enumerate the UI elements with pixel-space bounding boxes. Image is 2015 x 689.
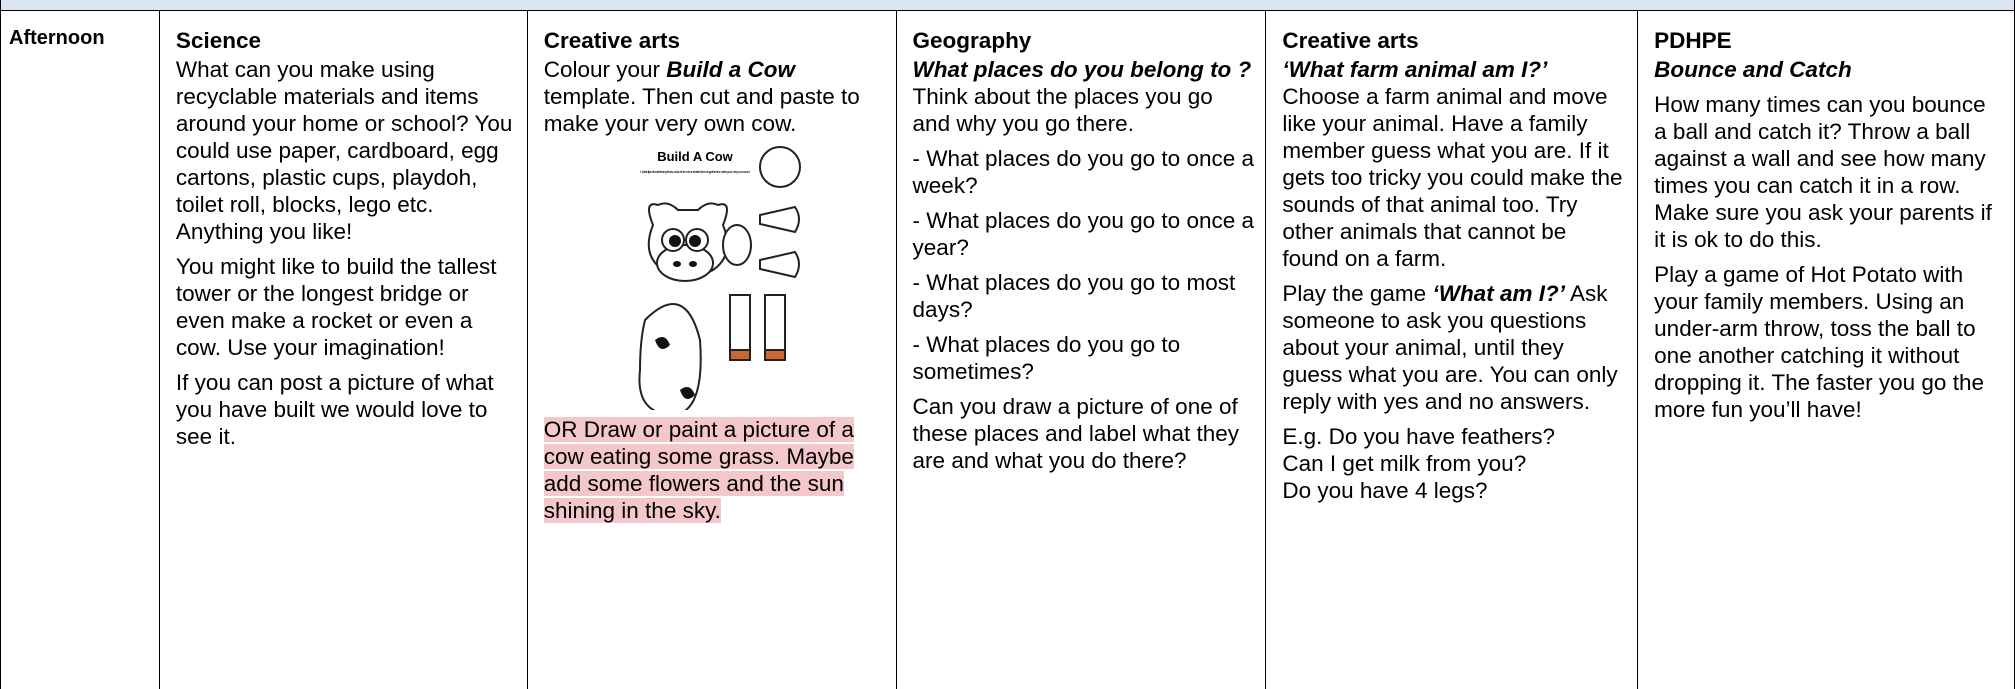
subject-title: Creative arts bbox=[1282, 28, 1419, 53]
paragraph: - What places do you go to most days? bbox=[913, 269, 1256, 323]
emphasis: ‘What am I?’ bbox=[1432, 281, 1565, 306]
activity-cell: Creative arts ‘What farm animal am I?’ Ch… bbox=[1266, 11, 1639, 689]
figure-caption: Carefully cut out these pieces, colour t… bbox=[640, 169, 750, 174]
subject-title: Geography bbox=[912, 28, 1032, 53]
activity-cell: Geography What places do you belong to ? … bbox=[897, 11, 1267, 689]
subject-title: PDHPE bbox=[1654, 28, 1732, 53]
text-run: You might like to build the tallest towe… bbox=[175, 254, 497, 360]
paragraph: If you can post a picture of what you ha… bbox=[176, 369, 517, 450]
activity-cell: Science What can you make using recyclabl… bbox=[160, 11, 528, 689]
emphasis: ‘What farm animal am I?’ bbox=[1282, 57, 1548, 82]
paragraph: - What places do you go to once a year? bbox=[913, 207, 1256, 261]
text-run: template. Then cut and paste to make you… bbox=[543, 84, 860, 136]
highlighted-text: OR Draw or paint a picture of a cow eati… bbox=[543, 417, 854, 523]
emphasis: Bounce and Catch bbox=[1654, 57, 1852, 82]
paragraph: Colour your Build a Cow template. Then c… bbox=[544, 56, 886, 137]
paragraph: You might like to build the tallest towe… bbox=[176, 253, 517, 361]
text-run: Can you draw a picture of one of these p… bbox=[912, 394, 1240, 473]
paragraph: What places do you belong to ? Think abo… bbox=[913, 56, 1256, 137]
text-run: - What places do you go to sometimes? bbox=[912, 332, 1181, 384]
text-run: Colour your bbox=[543, 57, 667, 82]
activity-cell: Creative arts Colour your Build a Cow tem… bbox=[528, 11, 897, 689]
subject-title: Science bbox=[175, 28, 261, 53]
text-run: Ask someone to ask you questions about y… bbox=[1282, 281, 1618, 414]
emphasis: Build a Cow bbox=[666, 57, 796, 82]
emphasis: What places do you belong to ? bbox=[912, 57, 1252, 82]
paragraph: Bounce and Catch bbox=[1654, 56, 2004, 83]
text-run: - What places do you go to once a week? bbox=[912, 146, 1255, 198]
text-run: Choose a farm animal and move like your … bbox=[1282, 84, 1623, 271]
paragraph: OR Draw or paint a picture of a cow eati… bbox=[543, 416, 886, 524]
paragraph: - What places do you go to sometimes? bbox=[913, 331, 1256, 385]
text-run: Play the game bbox=[1282, 281, 1433, 306]
paragraph: How many times can you bounce a ball and… bbox=[1654, 91, 2004, 253]
paragraph: - What places do you go to once a week? bbox=[913, 145, 1256, 199]
text-run: Play a game of Hot Potato with your fami… bbox=[1654, 262, 1984, 422]
text-run: - What places do you go to most days? bbox=[912, 270, 1236, 322]
text-run: OR Draw or paint a picture of a cow eati… bbox=[543, 417, 854, 523]
row-label: Afternoon bbox=[1, 11, 160, 689]
text-run: How many times can you bounce a ball and… bbox=[1654, 92, 1992, 252]
paragraph: Play the game ‘What am I?’ Ask someone t… bbox=[1282, 280, 1627, 415]
paragraph: ‘What farm animal am I?’ Choose a farm a… bbox=[1282, 56, 1627, 272]
text-run: What can you make using recyclable mater… bbox=[175, 57, 513, 244]
afternoon-row: Afternoon Science What can you make using… bbox=[0, 11, 2015, 689]
figure-title: Build A Cow bbox=[657, 149, 733, 164]
text-run: E.g. Do you have feathers? Can I get mil… bbox=[1282, 424, 1556, 503]
header-strip bbox=[0, 0, 2015, 11]
cow-template: Build A Cow Carefully cut out these piece… bbox=[638, 146, 801, 410]
paragraph: What can you make using recyclable mater… bbox=[176, 56, 517, 245]
activity-cell: PDHPE Bounce and Catch How many times can … bbox=[1638, 11, 2015, 689]
paragraph: E.g. Do you have feathers? Can I get mil… bbox=[1282, 423, 1627, 504]
paragraph: Play a game of Hot Potato with your fami… bbox=[1654, 261, 2004, 423]
text-run: Think about the places you go and why yo… bbox=[912, 84, 1213, 136]
text-run: - What places do you go to once a year? bbox=[912, 208, 1255, 260]
text-run: If you can post a picture of what you ha… bbox=[175, 370, 494, 449]
paragraph: Can you draw a picture of one of these p… bbox=[913, 393, 1256, 474]
subject-title: Creative arts bbox=[543, 28, 681, 53]
